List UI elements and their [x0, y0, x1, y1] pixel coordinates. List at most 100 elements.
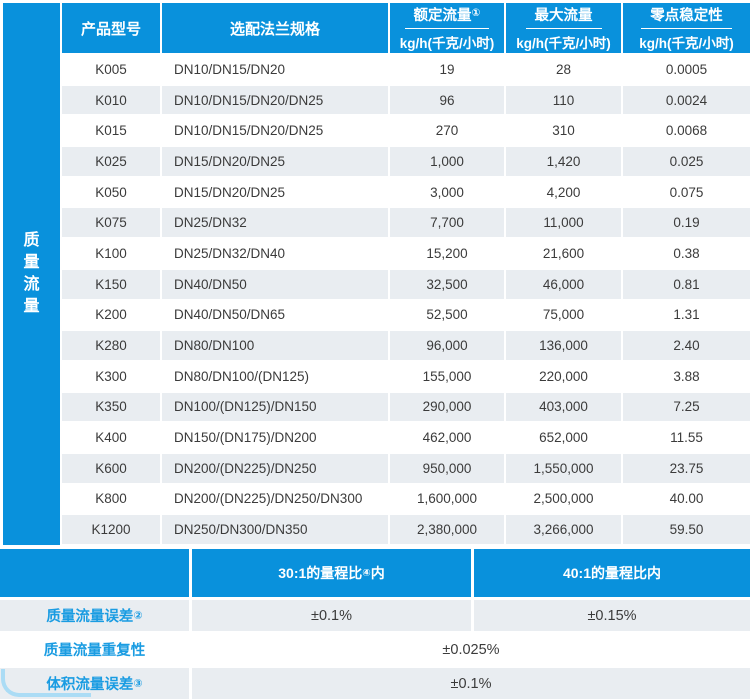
cell-model: K800	[95, 491, 127, 507]
mass-flow-error-40to1-value: ±0.15%	[471, 600, 750, 631]
table-row: K050 DN15/DN20/DN25 3,000 4,200 0.075	[62, 175, 750, 207]
cell-flange: DN80/DN100	[160, 331, 388, 360]
col-header-flange: 选配法兰规格	[160, 3, 388, 53]
cell-max-flow: 310	[504, 116, 621, 146]
col-header-model: 产品型号	[62, 3, 160, 53]
cell-max-flow: 136,000	[504, 331, 621, 360]
cell-model: K015	[95, 123, 127, 139]
col-header-max-flow: 最大流量 kg/h(千克/小时)	[504, 3, 621, 53]
mass-flow-error-row: 质量流量误差 ② ±0.1% ±0.15%	[0, 600, 750, 631]
cell-rated-flow: 3,000	[388, 177, 504, 207]
cell-zero-stability: 0.38	[621, 239, 750, 268]
cell-rated-flow: 950,000	[388, 453, 504, 483]
cell-model: K050	[95, 184, 127, 200]
cell-rated-flow: 155,000	[388, 361, 504, 391]
volume-flow-error-value: ±0.1%	[189, 668, 750, 699]
cell-zero-stability: 1.31	[621, 300, 750, 330]
volume-flow-error-row: 体积流量误差 ③ ±0.1%	[0, 668, 750, 699]
category-char: 流	[23, 276, 40, 293]
cell-zero-stability: 3.88	[621, 361, 750, 391]
cell-max-flow: 28	[504, 55, 621, 84]
corner-decoration	[1, 669, 91, 697]
cell-rated-flow: 2,380,000	[388, 515, 504, 544]
mass-flow-repeatability-label: 质量流量重复性	[43, 643, 146, 659]
table-row: K005 DN10/DN15/DN20 19 28 0.0005	[62, 53, 750, 84]
cell-model: K025	[95, 153, 127, 169]
cell-flange: DN10/DN15/DN20/DN25	[160, 85, 388, 115]
max-flow-title: 最大流量	[525, 4, 602, 29]
category-label-mass-flow: 质 量 流 量	[23, 233, 39, 315]
cell-flange: DN100/(DN125)/DN150	[160, 392, 388, 422]
cell-max-flow: 110	[504, 85, 621, 115]
table-row: K300 DN80/DN100/(DN125) 155,000 220,000 3.88	[62, 359, 750, 391]
cell-rated-flow: 1,000	[388, 147, 504, 176]
mass-flow-repeatability-row: 质量流量重复性 ±0.025%	[0, 634, 750, 665]
table-header-row: 产品型号 选配法兰规格 额定流量① kg/h(千克/小时) 最大流量 kg/h(…	[62, 3, 750, 53]
table-row: K100 DN25/DN32/DN40 15,200 21,600 0.38	[62, 237, 750, 268]
cell-zero-stability: 23.75	[621, 453, 750, 483]
cell-flange: DN200/(DN225)/DN250	[160, 453, 388, 483]
cell-flange: DN15/DN20/DN25	[160, 147, 388, 176]
cell-max-flow: 21,600	[504, 239, 621, 268]
cell-rated-flow: 52,500	[388, 300, 504, 330]
cell-flange: DN200/(DN225)/DN250/DN300	[160, 484, 388, 514]
cell-rated-flow: 32,500	[388, 269, 504, 299]
footnote-marker-3: ③	[133, 678, 143, 690]
rated-flow-title: 额定流量①	[404, 4, 490, 29]
cell-model: K075	[95, 215, 127, 231]
turndown-40to1-header: 40:1的量程比内	[471, 549, 750, 597]
table-row: K015 DN10/DN15/DN20/DN25 270 310 0.0068	[62, 114, 750, 146]
accuracy-section: 30:1的量程比 ④ 内 40:1的量程比内 质量流量误差 ② ±0.1% ±0.15…	[0, 549, 750, 699]
cell-zero-stability: 0.0024	[621, 85, 750, 115]
cell-model: K400	[95, 430, 127, 446]
cell-model: K005	[95, 61, 127, 77]
max-flow-unit: kg/h(千克/小时)	[516, 36, 611, 51]
table-row: K280 DN80/DN100 96,000 136,000 2.40	[62, 329, 750, 360]
mass-flow-repeatability-value: ±0.025%	[189, 634, 750, 665]
cell-model: K150	[95, 276, 127, 292]
cell-max-flow: 403,000	[504, 392, 621, 422]
table-body: K005 DN10/DN15/DN20 19 28 0.0005 K010 DN10/DN1…	[62, 53, 750, 544]
cell-max-flow: 75,000	[504, 300, 621, 330]
table-row: K150 DN40/DN50 32,500 46,000 0.81	[62, 267, 750, 299]
turndown-header-row: 30:1的量程比 ④ 内 40:1的量程比内	[0, 549, 750, 597]
cell-rated-flow: 19	[388, 55, 504, 84]
cell-flange: DN40/DN50/DN65	[160, 300, 388, 330]
col-header-rated-flow: 额定流量① kg/h(千克/小时)	[388, 3, 504, 53]
footnote-marker-1: ①	[471, 7, 481, 19]
cell-flange: DN150/(DN175)/DN200	[160, 423, 388, 452]
cell-rated-flow: 96	[388, 85, 504, 115]
cell-model: K280	[95, 338, 127, 354]
cell-flange: DN25/DN32	[160, 208, 388, 238]
cell-zero-stability: 0.81	[621, 269, 750, 299]
cell-zero-stability: 11.55	[621, 423, 750, 452]
cell-rated-flow: 462,000	[388, 423, 504, 452]
table-row: K350 DN100/(DN125)/DN150 290,000 403,000 7.2…	[62, 390, 750, 422]
cell-zero-stability: 40.00	[621, 484, 750, 514]
zero-stability-unit: kg/h(千克/小时)	[639, 36, 734, 51]
cell-rated-flow: 96,000	[388, 331, 504, 360]
category-char: 量	[23, 254, 40, 271]
spec-table: 产品型号 选配法兰规格 额定流量① kg/h(千克/小时) 最大流量 kg/h(…	[62, 3, 750, 544]
turndown-30to1-header: 30:1的量程比 ④ 内	[189, 549, 471, 597]
cell-flange: DN15/DN20/DN25	[160, 177, 388, 207]
cell-max-flow: 2,500,000	[504, 484, 621, 514]
footnote-marker-4: ④	[362, 567, 371, 579]
turndown-header-empty-cell	[0, 549, 189, 597]
cell-max-flow: 11,000	[504, 208, 621, 238]
table-row: K075 DN25/DN32 7,700 11,000 0.19	[62, 206, 750, 238]
cell-flange: DN10/DN15/DN20/DN25	[160, 116, 388, 146]
table-row: K800 DN200/(DN225)/DN250/DN300 1,600,000 2,…	[62, 482, 750, 514]
cell-zero-stability: 0.025	[621, 147, 750, 176]
cell-flange: DN25/DN32/DN40	[160, 239, 388, 268]
cell-max-flow: 1,420	[504, 147, 621, 176]
cell-zero-stability: 59.50	[621, 515, 750, 544]
cell-flange: DN80/DN100/(DN125)	[160, 361, 388, 391]
mass-flow-error-30to1-value: ±0.1%	[189, 600, 471, 631]
cell-rated-flow: 290,000	[388, 392, 504, 422]
cell-zero-stability: 7.25	[621, 392, 750, 422]
cell-model: K600	[95, 460, 127, 476]
cell-rated-flow: 1,600,000	[388, 484, 504, 514]
category-sidebar: 质 量 流 量	[3, 3, 60, 545]
